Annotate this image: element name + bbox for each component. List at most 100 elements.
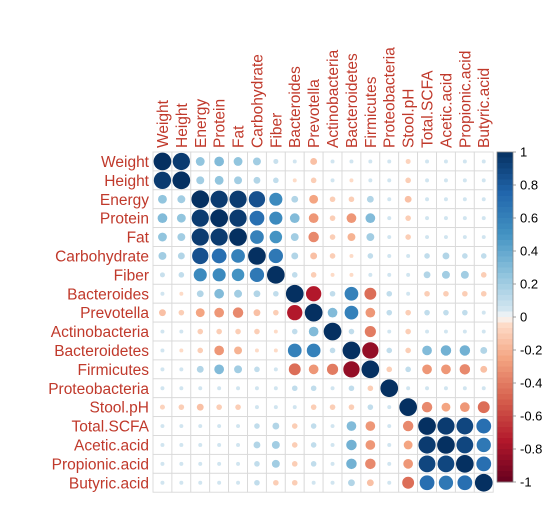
corr-circle-bacteroidetes-height [179, 348, 184, 353]
corr-circle-weight-butyric-acid [481, 159, 486, 164]
corr-circle-fat-propionic-acid [462, 235, 467, 240]
corr-circle-weight-prevotella [310, 158, 318, 165]
legend-tick-label: -0.4 [520, 376, 542, 391]
legend-gradient-step [497, 311, 513, 318]
legend-tick-label: 1 [520, 145, 527, 160]
corr-circle-weight-firmicutes [368, 159, 373, 164]
corr-circle-prevotella-protein [214, 307, 224, 318]
legend-gradient-step [497, 377, 513, 384]
corr-circle-acetic-acid-propionic-acid [456, 436, 474, 454]
corr-circle-prevotella-fiber [273, 309, 279, 316]
corr-circle-prevotella-energy [195, 308, 205, 318]
corr-circle-energy-actinobacteria [329, 196, 336, 203]
corr-circle-firmicutes-proteobacteria [386, 366, 393, 373]
corr-circle-propionic-acid-actinobacteria [330, 461, 335, 466]
legend-gradient-step [497, 300, 513, 307]
legend-gradient-step [497, 256, 513, 263]
legend-gradient-step [497, 190, 513, 197]
corr-circle-actinobacteria-fat [235, 328, 241, 335]
corr-circle-height-propionic-acid [462, 178, 467, 183]
corr-circle-propionic-acid-proteobacteria [387, 461, 392, 466]
corr-circle-energy-fat [229, 190, 247, 208]
corr-circle-fiber-stool-ph [406, 272, 411, 277]
corr-circle-stool-ph-bacteroidetes [348, 404, 355, 410]
corr-circle-height-bacteroidetes [349, 178, 354, 183]
legend-gradient-step [497, 372, 513, 378]
corr-circle-proteobacteria-actinobacteria [330, 386, 335, 391]
legend-gradient-step [497, 295, 513, 301]
corr-circle-fat-fiber [269, 230, 283, 244]
corr-circle-energy-energy [191, 190, 210, 209]
corr-circle-bacteroides-fat [234, 289, 243, 298]
legend-gradient-step [497, 328, 513, 334]
legend-gradient-step [497, 168, 513, 175]
corr-circle-butyric-acid-total-scfa [419, 475, 435, 491]
column-label-propionic-acid: Propionic.acid [457, 51, 474, 148]
corr-circle-actinobacteria-butyric-acid [481, 329, 486, 334]
corr-circle-acetic-acid-weight [160, 442, 165, 447]
corr-circle-butyric-acid-energy [198, 480, 203, 485]
corr-circle-butyric-acid-height [179, 480, 184, 485]
column-label-fat: Fat [231, 125, 248, 148]
corr-circle-butyric-acid-acetic-acid [438, 475, 454, 490]
corr-circle-bacteroides-weight [160, 291, 165, 296]
legend-gradient-step [497, 421, 513, 428]
corr-circle-fiber-fat [231, 268, 245, 282]
corr-circle-actinobacteria-stool-ph [405, 328, 411, 335]
corr-circle-fiber-bacteroides [291, 272, 298, 278]
corr-circle-proteobacteria-acetic-acid [443, 386, 448, 391]
corr-circle-bacteroides-carbohydrate [253, 290, 261, 298]
corr-circle-weight-total-scfa [425, 159, 430, 164]
corr-circle-fat-height [177, 233, 186, 242]
corr-circle-carbohydrate-carbohydrate [248, 247, 266, 265]
legend-gradient-step [497, 157, 513, 164]
corr-circle-total-scfa-carbohydrate [254, 423, 260, 429]
corr-circle-stool-ph-acetic-acid [441, 402, 451, 412]
corr-circle-firmicutes-protein [214, 364, 224, 375]
corr-circle-protein-firmicutes [365, 213, 376, 223]
corr-circle-bacteroidetes-stool-ph [405, 347, 411, 354]
corr-circle-prevotella-actinobacteria [327, 307, 338, 318]
corr-circle-prevotella-height [178, 309, 185, 316]
corr-circle-energy-proteobacteria [387, 197, 392, 202]
corr-circle-energy-fiber [269, 192, 283, 206]
corr-circle-fiber-total-scfa [423, 271, 431, 279]
corr-circle-height-protein [214, 175, 224, 185]
corr-circle-propionic-acid-butyric-acid [476, 456, 492, 472]
corr-circle-carbohydrate-firmicutes [367, 253, 374, 259]
column-label-height: Height [174, 103, 191, 148]
corr-circle-carbohydrate-stool-ph [406, 253, 411, 258]
corr-circle-stool-ph-total-scfa [421, 401, 433, 413]
corr-circle-stool-ph-energy [196, 403, 204, 411]
corr-circle-stool-ph-height [178, 404, 185, 410]
corr-circle-prevotella-weight [159, 309, 166, 317]
corr-circle-protein-proteobacteria [387, 216, 392, 221]
corr-circle-height-acetic-acid [443, 178, 448, 183]
corr-circle-firmicutes-carbohydrate [254, 366, 260, 373]
corr-circle-stool-ph-fiber [273, 405, 278, 410]
corr-circle-total-scfa-firmicutes [365, 421, 376, 431]
corr-circle-actinobacteria-energy [197, 328, 204, 335]
row-label-total-scfa: Total.SCFA [71, 419, 149, 436]
corr-circle-fat-bacteroidetes [347, 233, 356, 242]
corr-circle-weight-actinobacteria [330, 159, 335, 164]
corr-circle-height-firmicutes [368, 178, 373, 183]
corr-circle-prevotella-total-scfa [424, 309, 430, 316]
corr-circle-carbohydrate-prevotella [310, 252, 318, 260]
corr-circle-acetic-acid-actinobacteria [330, 442, 335, 447]
row-label-firmicutes: Firmicutes [78, 362, 150, 379]
corr-circle-height-prevotella [310, 177, 317, 184]
corr-circle-propionic-acid-bacteroidetes [346, 458, 357, 470]
corr-circle-fat-energy [191, 228, 209, 246]
corr-circle-propionic-acid-prevotella [310, 461, 317, 467]
corr-circle-bacteroidetes-bacteroidetes [342, 341, 361, 360]
corr-circle-bacteroides-firmicutes [364, 287, 377, 300]
corr-circle-protein-prevotella [308, 213, 319, 223]
legend-gradient-step [497, 399, 513, 406]
corr-circle-bacteroidetes-butyric-acid [480, 347, 488, 354]
color-legend: 1 0.8 0.6 0.4 0.2 0 -0.2 -0.4 -0.6 -0.8 -1 [496, 145, 542, 490]
legend-gradient-step [497, 465, 513, 472]
corr-circle-stool-ph-propionic-acid [460, 402, 470, 412]
corr-circle-propionic-acid-propionic-acid [456, 455, 474, 473]
